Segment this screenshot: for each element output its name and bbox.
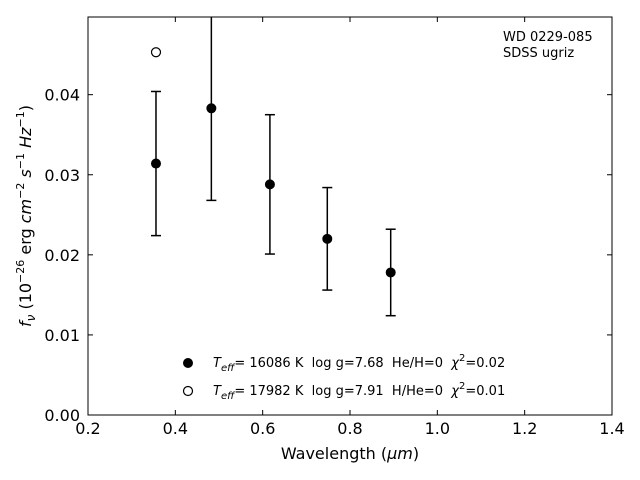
legend-marker-open	[182, 385, 194, 397]
y-tick-label: 0.01	[44, 326, 80, 345]
y-title-exp3: −1	[14, 153, 27, 169]
y-title-exp2: −2	[14, 183, 27, 199]
y-title-s: s	[16, 169, 35, 182]
x-tick-label: 0.6	[250, 419, 275, 438]
legend-2-chi: χ	[450, 384, 460, 399]
legend-1-chival: =0.02	[465, 356, 505, 371]
legend-marker-filled	[183, 358, 193, 368]
observed-point	[322, 233, 333, 244]
y-title-hz: Hz	[16, 127, 35, 153]
legend-entry-1: Teff= 16086 K log g=7.68 He/H=0 χ2=0.02	[213, 353, 505, 374]
legend-1-tsub: eff	[221, 363, 236, 374]
y-title-exp4: −1	[14, 111, 27, 127]
y-title-erg: erg	[16, 223, 35, 259]
x-tick-label: 0.2	[75, 419, 100, 438]
legend-1-rest: = 16086 K log g=7.68 He/H=0	[234, 356, 451, 371]
legend: Teff= 16086 K log g=7.68 He/H=0 χ2=0.02 …	[182, 353, 505, 402]
x-tick-label: 1.4	[599, 419, 624, 438]
observed-point	[385, 267, 396, 278]
y-axis-title: fν (10−26 erg cm−2 s−1 Hz−1)	[14, 105, 38, 327]
model-point-open	[150, 47, 162, 58]
x-tick-label: 0.4	[163, 419, 188, 438]
annotation-survey: SDSS ugriz	[503, 46, 574, 61]
legend-1-t: T	[213, 356, 222, 371]
y-title-cm: cm	[16, 199, 35, 223]
x-axis-title-main: Wavelength (	[281, 444, 387, 463]
axes-frame	[87, 16, 613, 416]
annotation-object: WD 0229-085	[503, 30, 593, 45]
observed-point	[150, 158, 161, 169]
y-title-close: )	[16, 105, 35, 111]
legend-2-chival: =0.01	[465, 384, 505, 399]
x-axis-title-close: )	[413, 444, 419, 463]
x-axis-title-unit: μm	[386, 444, 413, 463]
y-tick-label: 0.03	[44, 166, 80, 185]
legend-entry-2: Teff= 17982 K log g=7.91 H/He=0 χ2=0.01	[213, 381, 505, 402]
observed-point	[206, 103, 217, 114]
legend-2-tsub: eff	[221, 391, 236, 402]
data-points	[150, 47, 396, 278]
observed-point	[264, 179, 275, 190]
x-axis-title: Wavelength (μm)	[281, 444, 419, 463]
y-title-open: (10	[16, 283, 35, 315]
legend-1-chi: χ	[450, 356, 460, 371]
legend-2-t: T	[213, 384, 222, 399]
y-title-f: f	[16, 319, 35, 327]
x-tick-label: 0.8	[337, 419, 362, 438]
y-title-sub: ν	[24, 314, 38, 321]
legend-2-chisup: 2	[459, 381, 465, 392]
x-tick-label: 1.0	[425, 419, 450, 438]
legend-2-rest: = 17982 K log g=7.91 H/He=0	[234, 384, 451, 399]
y-tick-label: 0.04	[44, 86, 80, 105]
y-tick-label: 0.02	[44, 246, 80, 265]
y-title-exp1: −26	[14, 260, 27, 283]
x-tick-label: 1.2	[512, 419, 537, 438]
y-tick-label: 0.00	[44, 406, 80, 425]
legend-1-chisup: 2	[459, 353, 465, 364]
annotation: WD 0229-085 SDSS ugriz	[503, 30, 593, 61]
